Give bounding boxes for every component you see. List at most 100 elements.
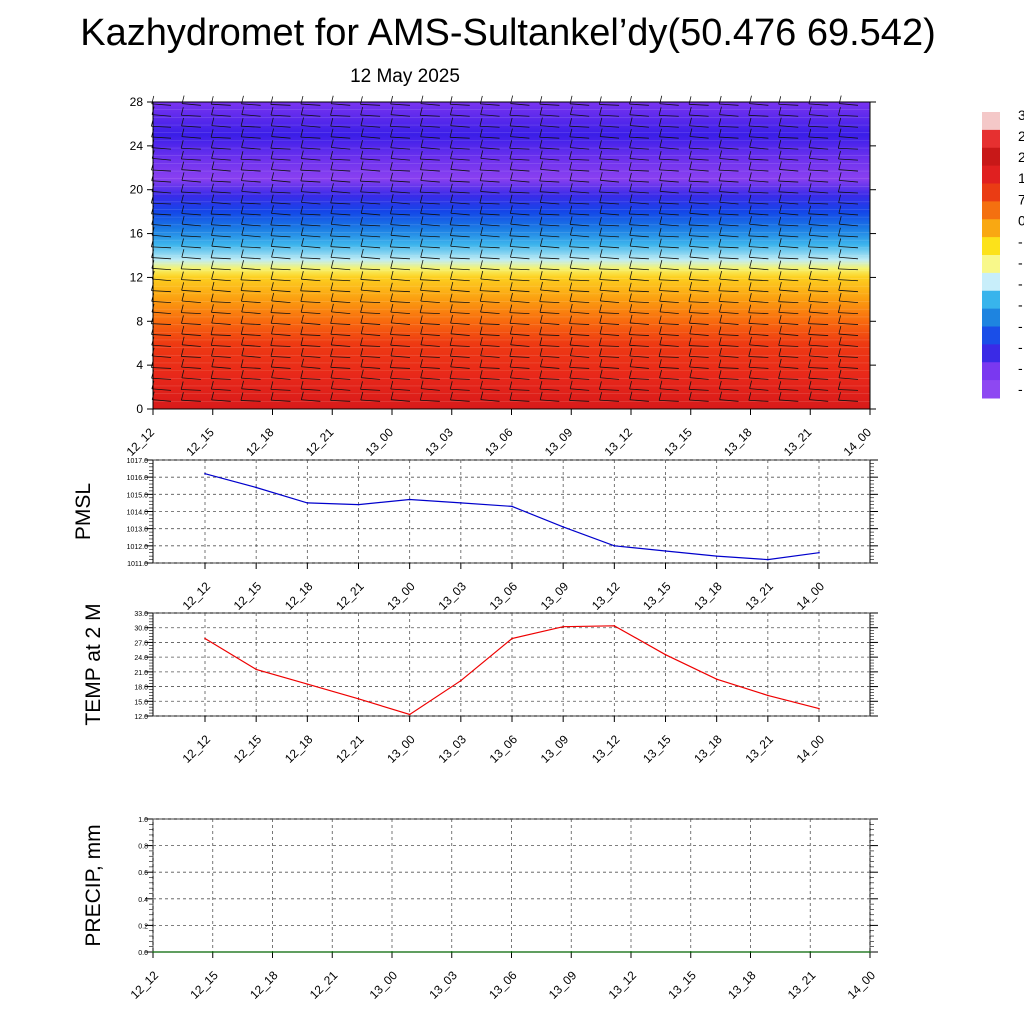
wind-barb [808,388,829,391]
wind-barb-flag [330,216,334,225]
wind-barb-flag [479,118,483,127]
wind-barb [719,267,739,271]
wind-barb-flag [450,205,454,214]
wind-barb [211,213,231,216]
wind-barb-flag [300,139,304,148]
wind-barb [330,333,351,336]
wind-barb [510,213,530,216]
wind-barb [151,213,172,216]
wind-barb [808,224,829,227]
wind-barb [809,191,829,194]
wind-barb-flag [658,282,662,291]
wind-barb [719,377,739,380]
wind-barb [808,267,829,271]
wind-barb-flag [629,391,633,400]
wind-barb [689,279,709,282]
wind-barb-flag [749,139,752,148]
wind-barb [480,278,500,282]
wind-barb-flag [718,128,722,138]
wind-barb [839,344,859,347]
wind-barb [270,355,291,358]
wind-barb [420,256,440,260]
wind-barb-flag [509,359,513,368]
wind-barb-flag [599,304,602,313]
wind-barb [629,191,649,194]
wind-barb [390,257,410,260]
wind-barb-flag [628,205,632,215]
wind-barb [330,279,351,282]
wind-barb-flag [211,106,214,115]
wind-barb-flag [479,238,483,247]
wind-barb [480,257,500,260]
wind-barb-flag [629,183,633,192]
wind-barb [539,378,560,380]
wind-barb [749,388,769,391]
wind-barb [151,224,172,227]
wind-barb [480,191,500,194]
wind-barb [420,114,440,117]
wind-barb [152,158,172,161]
wind-barb-flag [360,194,364,203]
wind-barb [182,344,201,347]
wind-barb [271,158,291,161]
wind-barb-flag [539,227,543,236]
wind-barb [420,289,440,293]
wind-barb-flag [629,227,633,236]
wind-barb [300,224,321,227]
wind-barb-flag [778,139,782,149]
wind-barb [450,147,470,150]
wind-barb-flag [240,282,244,291]
wind-barb-flag [599,271,603,280]
wind-barb-flag [270,150,274,159]
wind-barb-flag [210,260,214,269]
wind-barb [211,301,231,304]
wind-barb [181,300,201,304]
colorbar-swatch [982,344,1000,363]
wind-barb [659,257,679,260]
wind-barb [748,356,769,358]
wind-barb-flag [450,391,453,401]
wind-barb-flag [360,150,364,159]
wind-barb-flag [270,227,274,236]
wind-barb [151,191,172,194]
data-point [570,951,573,953]
wind-barb [360,322,381,325]
wind-barb [211,114,231,117]
wind-barb [390,301,410,304]
data-point [306,502,309,504]
wind-barb [241,246,261,249]
wind-barb-flag [330,260,334,269]
wind-barb-flag [539,271,543,280]
wind-barb [360,224,381,227]
wind-barb-flag [689,238,692,247]
wind-barb [540,125,560,128]
wind-barb-flag [240,315,244,324]
wind-barb [211,103,231,106]
wind-barb-flag [748,392,752,401]
wind-barb [510,300,530,304]
wind-barb [211,311,231,315]
wind-barb [241,114,261,117]
wind-barb-flag [330,380,334,389]
x-tick-label: 13_18 [725,968,759,1002]
wind-barb-flag [270,304,274,313]
wind-barb-flag [628,282,632,291]
wind-barb-flag [539,129,543,138]
wind-barb-flag [808,303,812,313]
wind-barb-flag [748,348,752,357]
wind-barb-flag [211,347,214,357]
wind-barb-flag [659,172,663,181]
data-point [391,951,393,953]
wind-barb-flag [240,249,244,258]
y-tick-label: 1013.0 [127,527,149,534]
x-tick-label: 13_15 [661,425,695,459]
wind-barb-flag [539,172,543,182]
wind-barb [689,158,709,161]
wind-barb [480,377,500,380]
wind-barb-flag [360,369,364,378]
wind-barb-flag [300,326,304,335]
wind-barb [510,246,530,249]
wind-barb [689,103,709,106]
wind-barb [330,136,351,139]
wind-barb [181,169,201,172]
